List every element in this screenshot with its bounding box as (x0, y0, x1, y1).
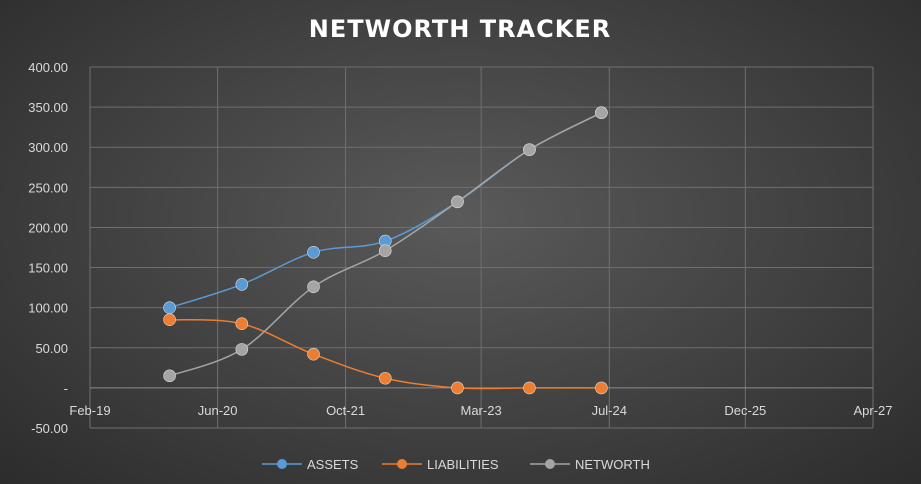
legend-marker-networth (545, 459, 555, 469)
data-point-liabilities (163, 313, 176, 327)
y-tick-label: 100.00 (28, 301, 68, 316)
data-point-liabilities (451, 381, 464, 395)
y-tick-label: 50.00 (35, 341, 68, 356)
data-point-liabilities (378, 371, 392, 385)
y-tick-label: 350.00 (28, 100, 68, 115)
data-point-networth (307, 280, 320, 294)
legend-label-assets: ASSETS (307, 457, 359, 472)
legend-marker-liabilities (397, 459, 407, 469)
legend-item-assets: ASSETS (262, 457, 359, 472)
x-tick-label: Dec-25 (724, 403, 766, 418)
data-point-liabilities (235, 317, 249, 331)
series-line-assets (169, 112, 602, 309)
y-tick-label: - (64, 381, 68, 396)
y-tick-label: -50.00 (31, 421, 68, 436)
series-assets (163, 106, 608, 314)
legend-label-networth: NETWORTH (575, 457, 650, 472)
x-tick-label: Jul-24 (592, 403, 627, 418)
y-tick-label: 250.00 (28, 180, 68, 195)
x-tick-label: Feb-19 (69, 403, 110, 418)
data-point-liabilities (595, 381, 608, 395)
legend-item-liabilities: LIABILITIES (382, 457, 499, 472)
x-tick-label: Oct-21 (326, 403, 365, 418)
x-tick-label: Mar-23 (461, 403, 502, 418)
axes: -50.00-50.00100.00150.00200.00250.00300.… (28, 60, 892, 436)
series-layer (163, 106, 608, 395)
data-point-liabilities (307, 347, 320, 361)
x-tick-label: Jun-20 (198, 403, 238, 418)
data-point-networth (378, 244, 392, 258)
y-tick-label: 400.00 (28, 60, 68, 75)
y-tick-label: 150.00 (28, 261, 68, 276)
legend-item-networth: NETWORTH (530, 457, 650, 472)
legend-label-liabilities: LIABILITIES (427, 457, 499, 472)
series-liabilities (163, 313, 608, 395)
data-point-assets (307, 246, 320, 259)
legend: ASSETS LIABILITIES NETWORTH (262, 457, 650, 472)
y-tick-label: 200.00 (28, 220, 68, 235)
chart-title: NETWORTH TRACKER (309, 15, 611, 43)
data-point-assets (163, 301, 176, 314)
grid-lines (89, 66, 874, 429)
data-point-networth (523, 143, 536, 156)
data-point-networth (451, 195, 464, 209)
data-point-networth (595, 106, 608, 120)
series-networth (163, 106, 608, 383)
data-point-networth (235, 343, 249, 356)
y-tick-label: 300.00 (28, 140, 68, 155)
data-point-networth (163, 369, 176, 383)
data-point-assets (235, 278, 249, 291)
data-point-liabilities (523, 381, 536, 395)
x-tick-label: Apr-27 (853, 403, 892, 418)
legend-marker-assets (277, 459, 287, 469)
